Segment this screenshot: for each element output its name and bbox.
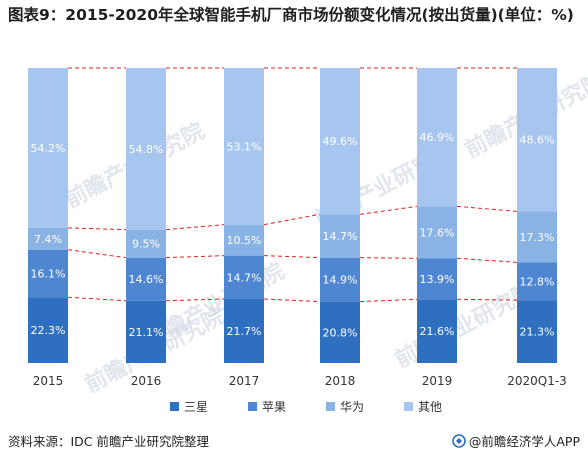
brand-label: @前瞻经济学人APP: [468, 434, 580, 449]
legend-swatch: [248, 401, 257, 411]
connector-line: [165, 224, 225, 231]
data-label: 21.1%: [129, 326, 164, 339]
data-label: 21.3%: [520, 326, 555, 339]
bar-segment: [517, 262, 557, 301]
bar-segment: [417, 258, 457, 300]
connector-line: [359, 298, 418, 303]
data-label: 20.8%: [323, 326, 358, 339]
bar-segment: [28, 227, 68, 250]
connector-line: [67, 296, 127, 302]
legend-label: 华为: [340, 399, 365, 414]
bar-segment: [224, 224, 264, 256]
data-label: 14.9%: [323, 274, 358, 287]
bar-segment: [417, 299, 457, 363]
footer: 资料来源：IDC 前瞻产业研究院整理 @前瞻经济学人APP: [0, 425, 588, 459]
data-label: 54.8%: [129, 143, 164, 156]
data-label: 12.8%: [520, 275, 555, 288]
legend: 三星 苹果 华为 其他: [0, 397, 588, 415]
bar-segment: [224, 298, 264, 363]
connector-line: [165, 298, 225, 302]
legend-label: 三星: [184, 399, 209, 414]
legend-item: 三星: [170, 397, 208, 415]
bar-segment: [126, 300, 166, 363]
connector-line: [456, 298, 518, 301]
data-label-layer: 22.3% 16.1% 7.4% 54.2% 21.1% 14.6% 9.5% 54.8% 21…: [31, 131, 555, 339]
legend-item: 华为: [326, 397, 364, 415]
data-label: 53.1%: [227, 140, 262, 153]
bar-segment: [126, 68, 166, 230]
data-label: 9.5%: [132, 238, 160, 251]
bar-segment: [517, 300, 557, 363]
legend-item: 苹果: [248, 397, 286, 415]
bar-segment: [517, 68, 557, 212]
bar-segment: [417, 206, 457, 259]
data-label: 13.9%: [420, 273, 455, 286]
bar-segment: [224, 68, 264, 225]
bar-segment: [320, 68, 360, 215]
bar-segment: [320, 214, 360, 258]
brand-credit: @前瞻经济学人APP: [452, 431, 580, 450]
connector-line: [165, 255, 225, 259]
stacked-bar-chart: 前瞻产业研究院前瞻产业研究院前瞻产业研究院前瞻产业研究院前瞻产业研究院前瞻产业研…: [28, 67, 588, 393]
legend-item: 其他: [404, 397, 442, 415]
data-label: 46.9%: [420, 131, 455, 144]
connector-line: [263, 255, 321, 259]
legend-label: 苹果: [262, 399, 287, 414]
data-label: 14.7%: [323, 230, 358, 243]
data-label: 49.6%: [323, 135, 358, 148]
bar-segment: [126, 229, 166, 258]
legend-swatch: [326, 401, 335, 411]
bar-segment: [517, 211, 557, 263]
connector-line: [263, 213, 321, 226]
data-label: 54.2%: [31, 142, 66, 155]
legend-swatch: [170, 401, 179, 411]
data-label: 22.3%: [31, 324, 66, 337]
data-label: 16.1%: [31, 267, 66, 280]
connector-line: [67, 249, 127, 259]
connector-layer: [67, 67, 518, 303]
x-tick-label: 2015: [33, 374, 64, 388]
data-label: 21.7%: [227, 325, 262, 338]
data-label: 7.4%: [34, 233, 62, 246]
x-tick-label: 2017: [229, 374, 260, 388]
connector-line: [263, 298, 321, 303]
connector-line: [456, 257, 518, 263]
connector-line: [359, 205, 418, 215]
bar-segment: [28, 68, 68, 228]
bar-segment: [28, 249, 68, 298]
data-label: 17.6%: [420, 226, 455, 239]
brand-logo-icon: [452, 433, 466, 448]
data-label: 48.6%: [520, 134, 555, 147]
x-tick-label: 2016: [131, 374, 162, 388]
data-label: 10.5%: [227, 234, 262, 247]
x-axis-tick-labels: 2015 2016 2017 2018 2019 2020Q1-3: [33, 374, 567, 388]
chart-title: 图表9：2015-2020年全球智能手机厂商市场份额变化情况(按出货量)(单位：…: [8, 6, 574, 24]
data-label: 14.6%: [129, 273, 164, 286]
bar-segment: [28, 297, 68, 363]
legend-label: 其他: [418, 399, 443, 414]
connector-line: [359, 257, 418, 259]
data-label: 14.7%: [227, 271, 262, 284]
x-tick-label: 2018: [325, 374, 356, 388]
watermark-text: 前瞻产业研究院: [391, 278, 539, 373]
bar-segment: [320, 257, 360, 302]
data-label: 17.3%: [520, 231, 555, 244]
bar-segment: [126, 257, 166, 301]
x-tick-label: 2020Q1-3: [507, 374, 567, 388]
connector-line: [67, 227, 127, 231]
data-label: 21.6%: [420, 325, 455, 338]
legend-swatch: [404, 401, 413, 411]
bar-segment: [417, 68, 457, 207]
bar-layer: [28, 68, 557, 363]
connector-line: [456, 205, 518, 212]
bar-segment: [320, 301, 360, 363]
bar-segment: [224, 255, 264, 299]
source-note: 资料来源：IDC 前瞻产业研究院整理: [8, 434, 210, 449]
x-tick-label: 2019: [422, 374, 453, 388]
